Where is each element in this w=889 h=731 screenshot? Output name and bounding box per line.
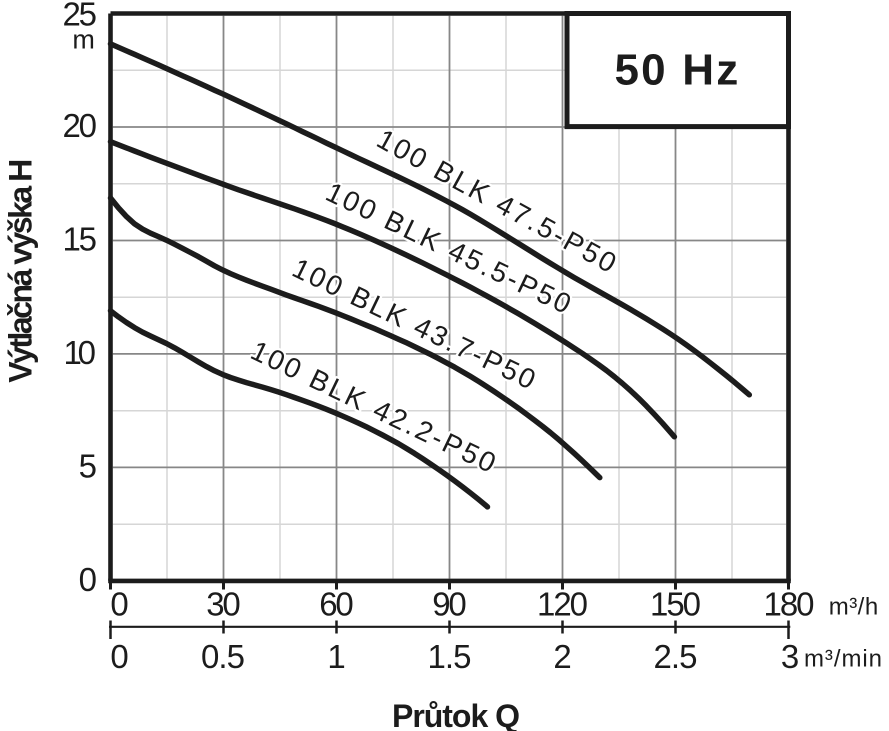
- svg-text:0: 0: [79, 561, 97, 598]
- svg-text:3: 3: [781, 638, 799, 675]
- svg-text:m³/h: m³/h: [829, 594, 879, 621]
- svg-text:0: 0: [110, 586, 128, 623]
- svg-text:2.5: 2.5: [654, 638, 698, 675]
- svg-text:20: 20: [63, 107, 98, 144]
- svg-text:m: m: [72, 25, 95, 55]
- svg-text:30: 30: [206, 586, 241, 623]
- svg-text:m³/min: m³/min: [804, 646, 882, 673]
- svg-text:60: 60: [319, 586, 354, 623]
- svg-text:10: 10: [64, 334, 97, 371]
- svg-text:90: 90: [432, 586, 467, 623]
- svg-text:1.5: 1.5: [428, 638, 472, 675]
- svg-text:180: 180: [764, 586, 815, 623]
- svg-text:15: 15: [63, 221, 98, 258]
- svg-text:2: 2: [553, 638, 571, 675]
- svg-text:0: 0: [110, 638, 128, 675]
- svg-text:25: 25: [63, 0, 98, 32]
- svg-text:1: 1: [327, 638, 345, 675]
- svg-text:0.5: 0.5: [201, 638, 245, 675]
- svg-text:5: 5: [79, 447, 97, 484]
- svg-text:120: 120: [537, 586, 588, 623]
- svg-text:50 Hz: 50 Hz: [615, 46, 741, 95]
- svg-text:150: 150: [650, 586, 701, 623]
- svg-text:Výtlačná výška H: Výtlačná výška H: [2, 159, 38, 383]
- svg-text:Průtok Q: Průtok Q: [392, 698, 520, 731]
